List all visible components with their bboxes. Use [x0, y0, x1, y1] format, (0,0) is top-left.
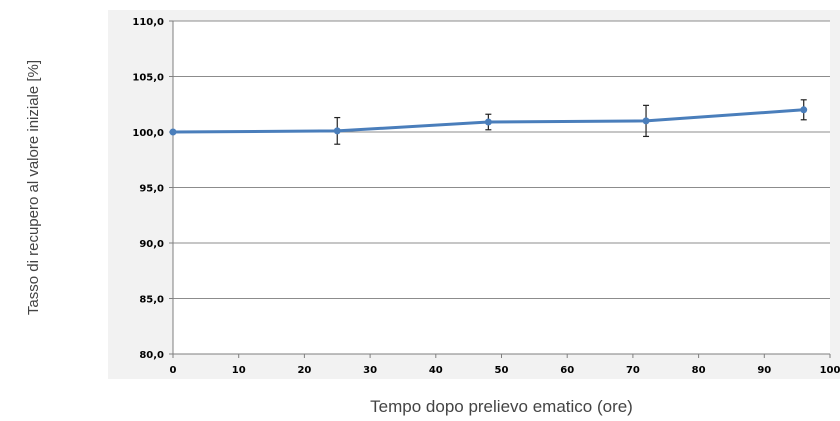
x-tick-label: 50 [495, 365, 509, 376]
x-axis-title: Tempo dopo prelievo ematico (ore) [370, 397, 633, 416]
data-point [484, 118, 492, 126]
x-tick-label: 20 [297, 365, 311, 376]
x-tick-label: 70 [626, 365, 640, 376]
y-tick-label: 90,0 [139, 239, 164, 250]
y-tick-label: 100,0 [132, 128, 164, 139]
x-tick-label: 100 [820, 365, 840, 376]
data-point [169, 128, 177, 136]
y-tick-label: 110,0 [132, 17, 164, 28]
x-tick-label: 30 [363, 365, 377, 376]
data-point [800, 106, 808, 114]
data-point [642, 117, 650, 125]
x-tick-label: 90 [757, 365, 771, 376]
x-tick-label: 10 [232, 365, 246, 376]
data-point [333, 127, 341, 135]
y-axis-title: Tasso di recupero al valore iniziale [%] [25, 60, 42, 315]
y-tick-label: 85,0 [139, 295, 164, 306]
x-tick-label: 40 [429, 365, 443, 376]
y-tick-label: 95,0 [139, 184, 164, 195]
x-tick-label: 60 [560, 365, 574, 376]
y-tick-label: 105,0 [132, 73, 164, 84]
x-tick-label: 80 [692, 365, 706, 376]
x-tick-label: 0 [170, 365, 177, 376]
y-tick-label: 80,0 [139, 350, 164, 361]
